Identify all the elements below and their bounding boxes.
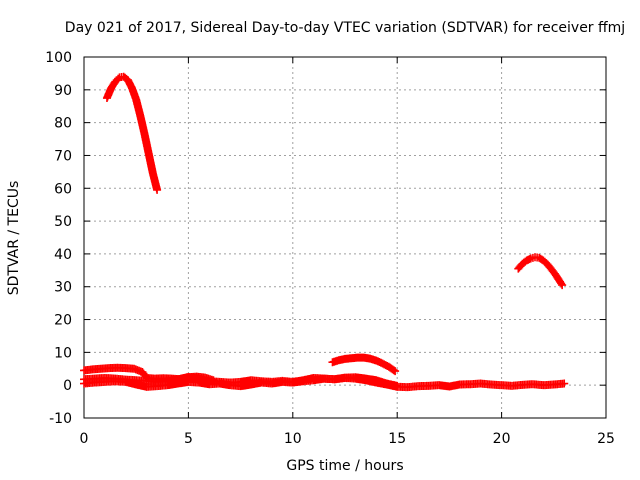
x-axis-label: GPS time / hours: [286, 458, 403, 474]
x-tick-label: 15: [388, 431, 406, 447]
y-tick-label: 70: [54, 148, 72, 164]
grid-lines: [84, 57, 606, 418]
y-tick-label: 50: [54, 214, 72, 230]
x-tick-label: 10: [284, 431, 302, 447]
x-tick-label: 5: [184, 431, 193, 447]
series-arc-late-high: [514, 253, 567, 290]
x-tick-label: 20: [493, 431, 511, 447]
series-arc-early-high: [102, 72, 162, 194]
y-tick-label: 60: [54, 181, 72, 197]
x-tick-label: 0: [80, 431, 89, 447]
y-tick-label: 90: [54, 83, 72, 99]
tick-labels: 0 5 10 15 20 25 -10 0 10 20 30 40 50 60 70 80 90 100: [45, 50, 615, 447]
y-tick-label: 80: [54, 116, 72, 132]
y-tick-label: 40: [54, 247, 72, 263]
y-tick-label: 100: [45, 50, 72, 66]
y-tick-label: 10: [54, 345, 72, 361]
series-baseline-mid: [80, 372, 402, 390]
plot-area-frame: [83, 56, 607, 419]
y-axis-label: SDTVAR / TECUs: [6, 181, 22, 296]
data-points: [80, 72, 569, 392]
y-tick-label: -10: [49, 411, 72, 427]
x-tick-label: 25: [597, 431, 615, 447]
y-tick-label: 20: [54, 313, 72, 329]
series-arc-midday-bump: [328, 353, 400, 376]
y-tick-label: 30: [54, 280, 72, 296]
y-tick-label: 0: [63, 378, 72, 394]
chart-title: Day 021 of 2017, Sidereal Day-to-day VTE…: [65, 20, 625, 36]
